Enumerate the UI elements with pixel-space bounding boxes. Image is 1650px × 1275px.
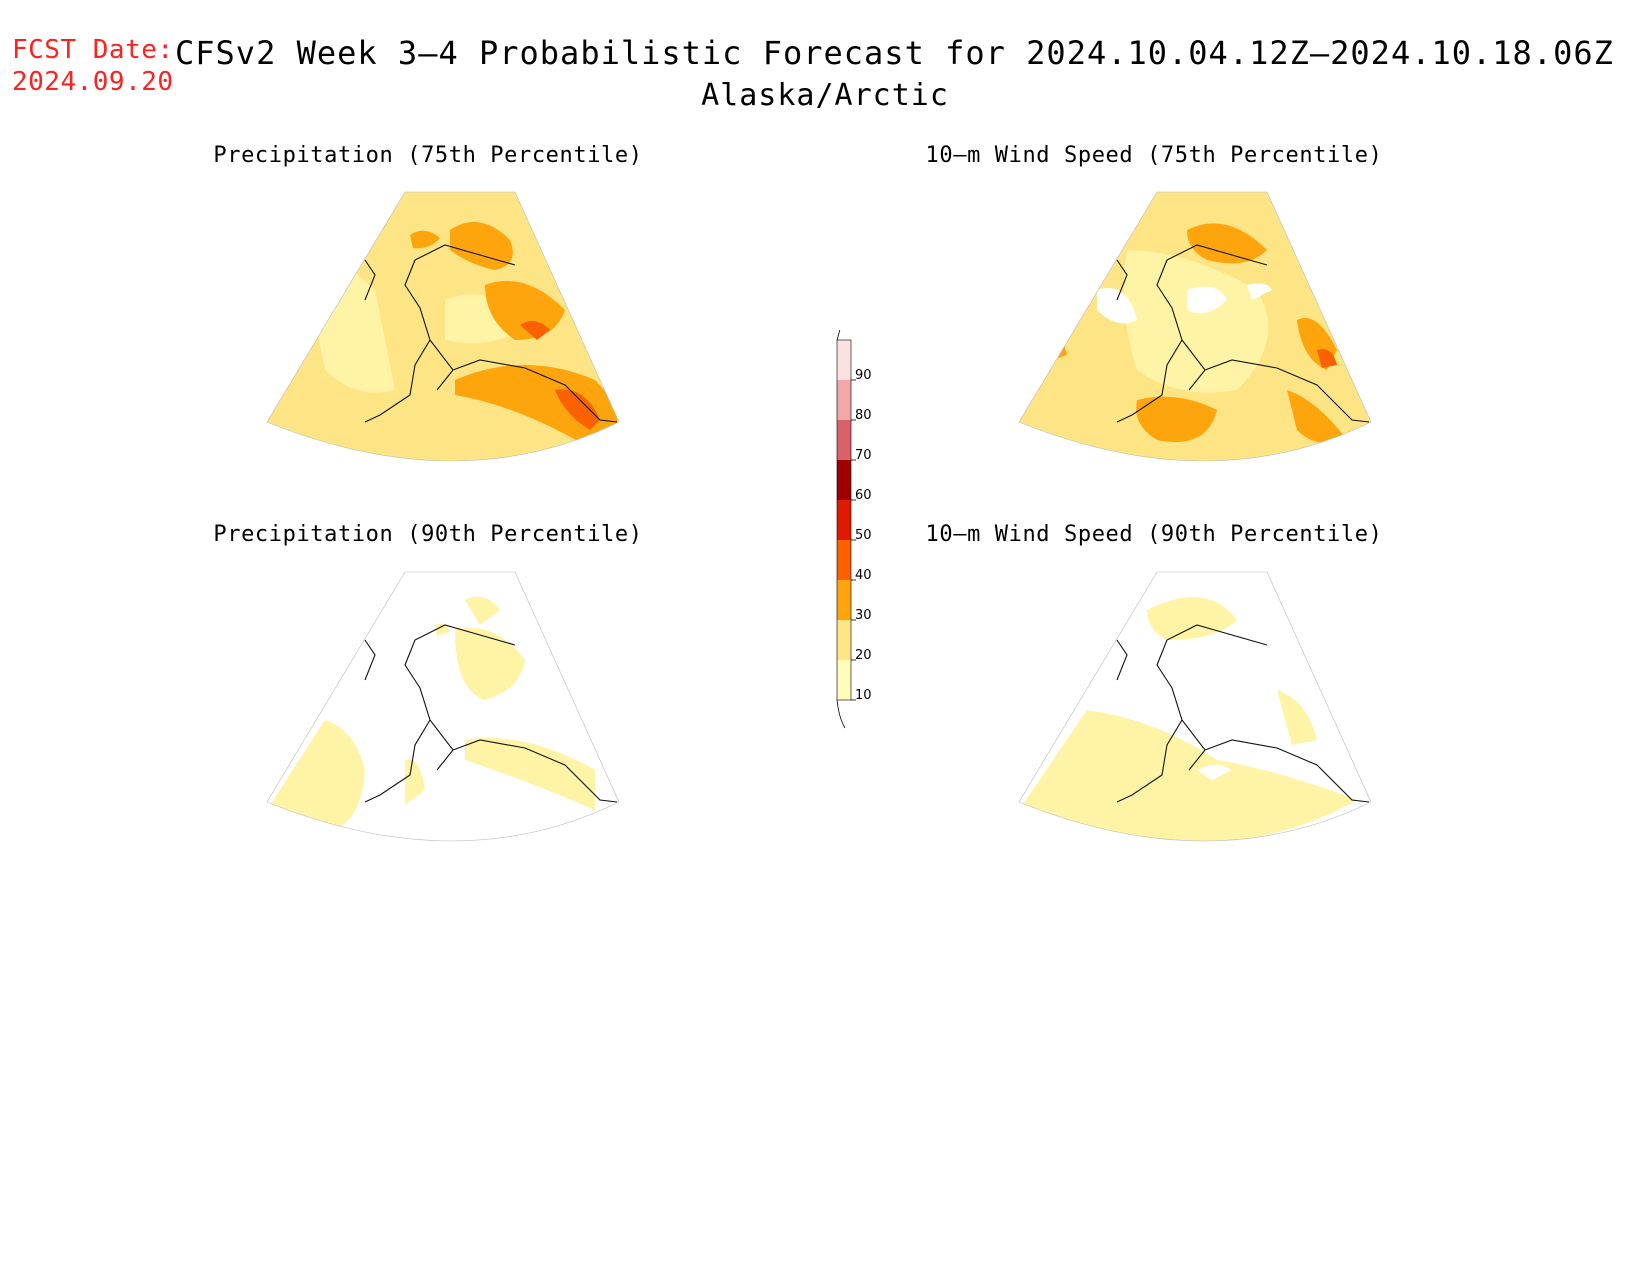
legend-label: 40 — [855, 568, 872, 583]
legend-label: 30 — [855, 608, 872, 623]
legend-label: 90 — [855, 368, 872, 383]
legend-outline — [836, 339, 852, 701]
legend-label: 50 — [855, 528, 872, 543]
legend-swatch — [837, 620, 851, 660]
legend-top-cap — [836, 309, 845, 341]
legend-swatch — [837, 580, 851, 620]
legend-swatch — [837, 460, 851, 500]
legend-bottom-cap — [836, 699, 846, 729]
map-precip-75 — [265, 190, 645, 490]
page-title: CFSv2 Week 3–4 Probabilistic Forecast fo… — [175, 34, 1614, 72]
legend-label: 70 — [855, 448, 872, 463]
map-precip-90 — [265, 570, 645, 870]
map-wind-90 — [1017, 570, 1397, 870]
region-subtitle: Alaska/Arctic — [701, 78, 949, 113]
legend-swatch — [837, 540, 851, 580]
panel-title-precip-90: Precipitation (90th Percentile) — [213, 522, 643, 547]
legend-swatch — [837, 380, 851, 420]
legend-swatch — [837, 500, 851, 540]
legend-label: 80 — [855, 408, 872, 423]
fcst-date-value: 2024.09.20 — [12, 67, 174, 97]
fcst-date-label: FCST Date: — [12, 35, 174, 65]
legend-label: 10 — [855, 688, 872, 703]
legend-label: 60 — [855, 488, 872, 503]
panel-title-precip-75: Precipitation (75th Percentile) — [213, 143, 643, 168]
map-wind-75 — [1017, 190, 1397, 490]
legend-swatch — [837, 340, 851, 380]
panel-title-wind-90: 10–m Wind Speed (90th Percentile) — [925, 522, 1383, 547]
color-legend: 10 20 30 40 50 60 70 80 90 — [820, 309, 880, 734]
legend-swatch — [837, 660, 851, 700]
legend-label: 20 — [855, 648, 872, 663]
legend-swatch — [837, 420, 851, 460]
panel-title-wind-75: 10–m Wind Speed (75th Percentile) — [925, 143, 1383, 168]
